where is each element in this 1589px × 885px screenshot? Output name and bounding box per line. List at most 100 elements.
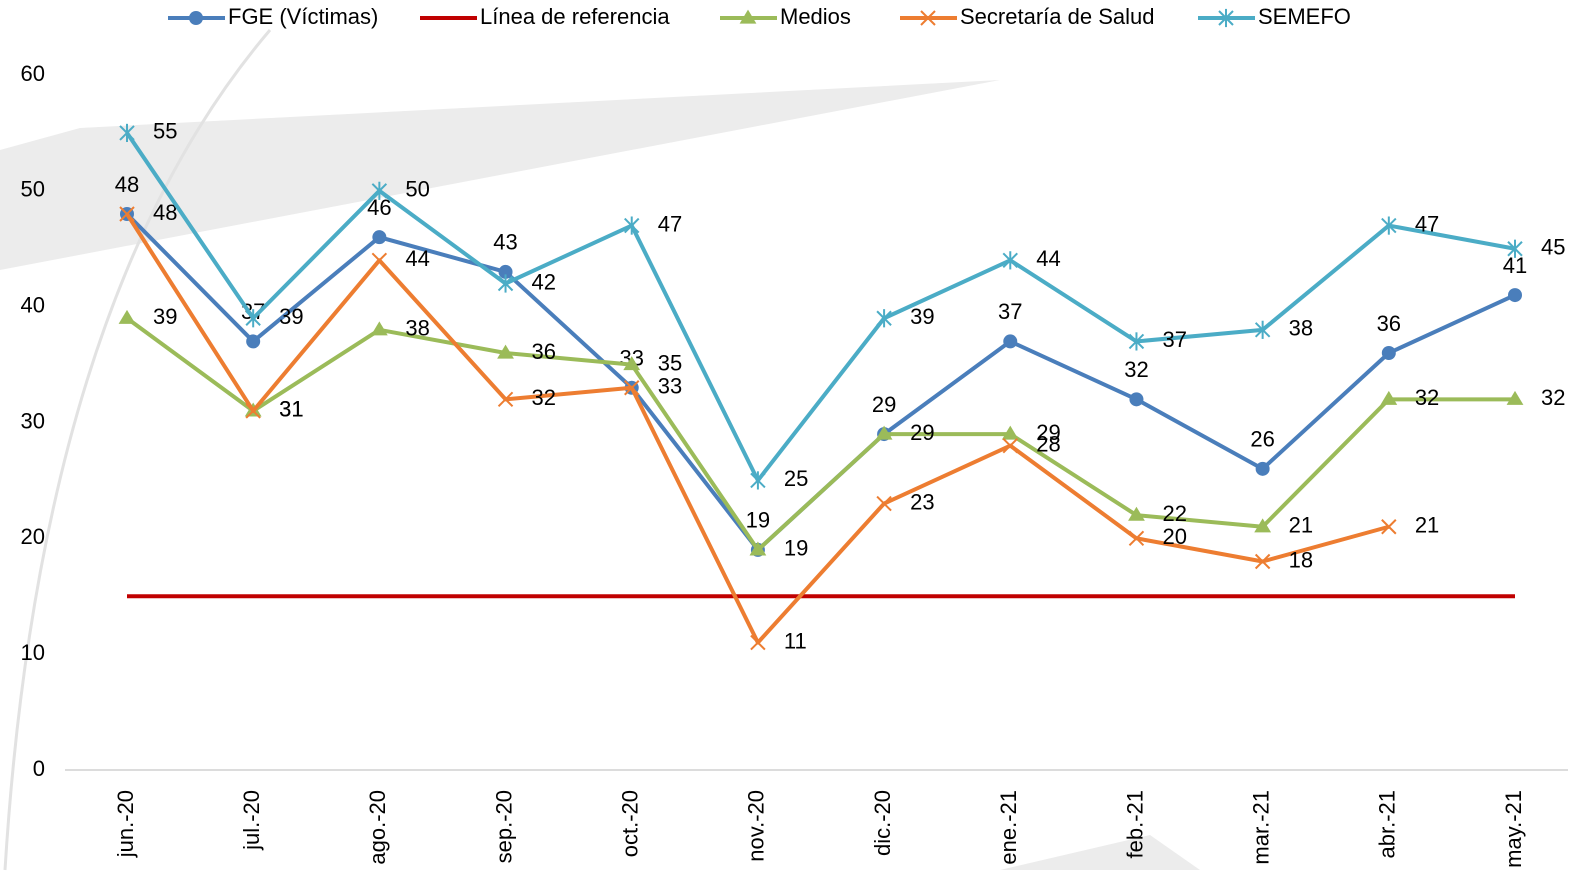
marker-triangle [749,541,767,556]
data-label: 33 [658,374,682,399]
marker-triangle [370,321,388,336]
point-marker [1128,506,1145,521]
data-label: 11 [784,628,807,653]
data-label: 18 [1289,547,1313,572]
x-tick-label: feb.-21 [1122,790,1147,859]
marker-circle [372,230,387,245]
marker-stroke [876,495,892,512]
point-marker [1254,518,1272,533]
marker-stroke [1128,530,1145,547]
data-label: 42 [532,269,556,294]
point-marker [739,9,757,24]
x-tick-label: abr.-21 [1375,790,1400,859]
legend-label: Línea de referencia [480,4,670,29]
point-marker [371,181,388,200]
x-tick-label: oct.-20 [618,790,643,857]
y-tick-label: 30 [21,408,45,433]
marker-circle [246,334,261,349]
point-marker [370,321,388,336]
point-marker [245,403,261,419]
data-label: 39 [279,304,303,329]
point-marker [246,334,261,349]
marker-triangle [623,356,641,371]
data-label: 23 [910,489,934,514]
point-marker [1255,461,1270,476]
y-tick-label: 60 [21,61,45,86]
data-label: 32 [1124,357,1148,382]
x-tick-label: jun.-20 [113,790,138,858]
point-marker [1002,437,1018,454]
data-label: 36 [532,339,556,364]
point-marker [1380,390,1398,405]
point-marker [1003,334,1018,349]
x-tick-label: ene.-21 [996,790,1021,865]
background-arc [3,29,272,871]
marker-circle [1003,334,1018,349]
marker-triangle [1380,390,1398,405]
series-line [125,212,1390,645]
point-marker [1128,332,1145,351]
point-marker [1507,239,1523,258]
point-marker [498,264,513,279]
point-marker [497,344,514,359]
background-swoosh [1000,835,1200,870]
marker-stroke [1002,437,1018,454]
marker-stroke [1381,519,1397,535]
marker-triangle [739,9,757,24]
point-marker [750,634,766,651]
marker-stroke [119,206,135,222]
point-marker [1381,519,1397,535]
legend-label: Secretaría de Salud [960,4,1154,29]
point-marker [749,541,767,556]
x-tick-label: ago.-20 [365,790,390,865]
point-marker [1506,390,1524,405]
marker-stroke [497,391,514,408]
point-marker [875,425,893,440]
marker-triangle [1506,390,1524,405]
x-tick-label: jul.-20 [239,790,264,851]
x-tick-label: mar.-21 [1248,790,1273,865]
data-label: 22 [1162,501,1186,526]
data-label: 19 [746,508,770,533]
point-marker [1381,216,1397,235]
data-label: 29 [910,420,934,445]
data-label: 43 [493,230,517,255]
marker-circle [1255,461,1270,476]
marker-triangle [118,309,136,324]
marker-stroke [371,252,388,269]
point-marker [1128,530,1145,547]
data-label: 44 [1036,246,1060,271]
point-marker [371,252,388,269]
point-marker [1254,553,1271,570]
data-label: 39 [153,304,177,329]
legend-label: FGE (Víctimas) [228,4,378,29]
series-line [125,212,1516,552]
point-marker [1129,392,1144,407]
marker-circle [189,11,203,25]
data-label: 48 [115,172,139,197]
data-label: 37 [1162,327,1186,352]
point-marker [623,356,641,371]
marker-circle [1508,288,1522,303]
marker-triangle [497,344,514,359]
data-label: 36 [1377,311,1401,336]
data-label: 32 [532,385,556,410]
data-label: 50 [405,177,429,202]
marker-stroke [245,403,261,419]
point-marker [189,11,203,25]
point-marker [372,230,387,245]
point-marker [497,391,514,408]
point-marker [876,309,892,328]
series-line [125,316,1515,552]
data-label: 45 [1541,235,1565,260]
point-marker [876,495,892,512]
marker-circle [498,264,513,279]
point-marker [1002,251,1018,270]
data-label: 47 [658,211,682,236]
data-label: 44 [405,246,429,271]
marker-circle [1381,346,1396,360]
point-marker [497,274,514,293]
data-label: 19 [784,536,808,561]
marker-triangle [1001,425,1019,440]
point-marker [119,123,135,143]
